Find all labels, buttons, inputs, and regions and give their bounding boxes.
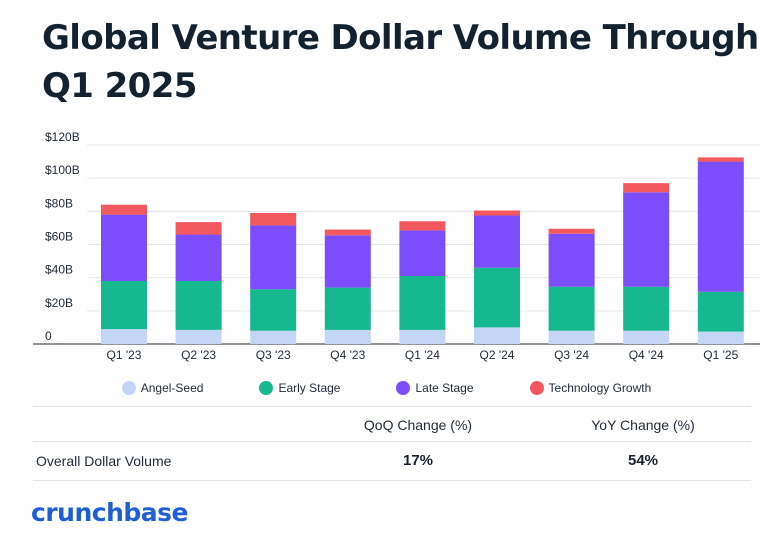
legend-label: Late Stage — [415, 381, 474, 395]
bar-segment-angel-seed — [474, 327, 520, 344]
legend-label: Technology Growth — [548, 381, 652, 395]
bar-segment-angel-seed — [175, 329, 222, 344]
bar-segment-early-stage — [474, 267, 520, 328]
crunchbase-logo: crunchbase — [31, 498, 188, 527]
legend-swatch — [529, 381, 544, 395]
legend-item-late-stage: Late Stage — [396, 381, 474, 395]
legend-swatch — [396, 381, 411, 395]
bar-segment-early-stage — [399, 276, 446, 330]
legend-item-early-stage: Early Stage — [259, 381, 340, 395]
table-row-label: Overall Dollar Volume — [36, 453, 172, 469]
legend-swatch — [259, 381, 274, 395]
bar-segment-technology-growth — [324, 229, 371, 236]
bar-segment-late-stage — [175, 234, 222, 281]
legend-label: Early Stage — [278, 381, 341, 395]
table-header-yoy: YoY Change (%) — [591, 417, 695, 433]
bar-segment-angel-seed — [697, 331, 744, 344]
legend-item-technology-growth: Technology Growth — [529, 381, 652, 395]
bar-segment-early-stage — [548, 286, 595, 331]
chart-title: Global Venture Dollar Volume Through Q1 … — [42, 18, 759, 106]
x-tick-label: Q1 '23 — [107, 348, 142, 362]
table-divider — [33, 406, 751, 407]
x-tick-label: Q2 '23 — [181, 348, 216, 362]
bar-segment-technology-growth — [623, 183, 670, 193]
bar-segment-technology-growth — [697, 157, 744, 162]
bar-segment-early-stage — [697, 291, 744, 332]
bar-segment-early-stage — [101, 280, 147, 330]
bar-segment-angel-seed — [399, 329, 446, 344]
table-header-qoq: QoQ Change (%) — [363, 417, 473, 433]
y-tick-label: $100B — [45, 163, 80, 177]
chart-legend: Angel-Seed Early Stage Late Stage Techno… — [0, 381, 773, 395]
bar-segment-technology-growth — [474, 210, 520, 216]
bar-segment-late-stage — [697, 161, 744, 292]
bar-segment-early-stage — [250, 289, 297, 331]
legend-item-angel-seed: Angel-Seed — [121, 381, 204, 395]
table-divider — [33, 441, 751, 442]
x-tick-label: Q2 '24 — [480, 348, 515, 362]
bar-segment-angel-seed — [548, 330, 595, 344]
bar-segment-technology-growth — [548, 228, 595, 234]
legend-label: Angel-Seed — [140, 381, 204, 395]
bar-segment-early-stage — [175, 280, 222, 330]
bar-segment-late-stage — [474, 215, 520, 268]
y-tick-label: 0 — [45, 329, 52, 343]
bar-segment-technology-growth — [101, 204, 147, 215]
bar-segment-late-stage — [548, 233, 595, 287]
y-tick-label: $60B — [45, 230, 73, 244]
table-value-qoq: 17% — [402, 452, 434, 469]
bar-segment-late-stage — [623, 192, 670, 287]
bar-segment-angel-seed — [623, 330, 670, 344]
x-tick-label: Q4 '24 — [629, 348, 664, 362]
bar-segment-technology-growth — [175, 222, 222, 235]
bar-segment-angel-seed — [250, 330, 297, 344]
y-tick-label: $120B — [45, 130, 80, 144]
legend-swatch — [121, 381, 136, 395]
y-tick-label: $20B — [45, 296, 73, 310]
x-tick-label: Q3 '24 — [554, 348, 589, 362]
bar-segment-technology-growth — [250, 212, 297, 226]
x-tick-label: Q1 '24 — [405, 348, 440, 362]
x-tick-label: Q1 '25 — [703, 348, 738, 362]
bar-segment-angel-seed — [101, 329, 147, 344]
y-tick-label: $40B — [45, 263, 73, 277]
x-tick-label: Q3 '23 — [256, 348, 291, 362]
bar-segment-early-stage — [623, 286, 670, 331]
table-value-yoy: 54% — [627, 452, 659, 469]
bar-segment-late-stage — [101, 214, 147, 281]
table-divider — [33, 480, 751, 481]
y-tick-label: $80B — [45, 196, 73, 210]
bar-segment-late-stage — [324, 235, 371, 288]
bar-segment-late-stage — [250, 225, 297, 290]
bar-segment-technology-growth — [399, 221, 446, 231]
bar-segment-late-stage — [399, 230, 446, 277]
x-tick-label: Q4 '23 — [330, 348, 365, 362]
bar-segment-early-stage — [324, 287, 371, 330]
bar-segment-angel-seed — [324, 329, 371, 344]
stacked-bar-chart: 0 $20B $40B $60B $80B $100B $120B Q1 '23 Q2 '23 Q… — [33, 130, 760, 362]
